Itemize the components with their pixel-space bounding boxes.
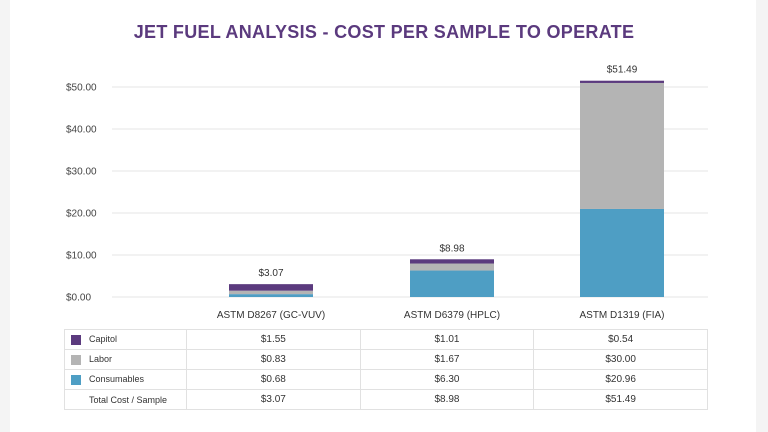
legend-label: Capitol [89,334,118,345]
y-tick-label: $20.00 [66,209,97,220]
bar-segment-consumables [229,294,313,297]
legend-swatch [71,374,81,385]
x-category-label: ASTM D1319 (FIA) [579,310,664,321]
total-data-label: $51.49 [607,65,638,76]
legend-cell: Consumables [63,369,188,390]
bar-segment-capitol [410,259,494,264]
table-cell: $0.68 [186,369,361,390]
legend-label: Labor [89,354,113,365]
table-cell: $0.54 [533,329,708,350]
y-tick-label: $40.00 [66,125,97,136]
legend-swatch [71,354,81,365]
x-category-label: ASTM D8267 (GC-VUV) [217,310,325,321]
legend-cell: Labor [63,349,188,370]
table-row: Consumables $0.68 $6.30 $20.96 [63,369,708,390]
total-label: Total Cost / Sample [89,394,168,405]
table-cell: $6.30 [359,369,535,390]
bar-segment-labor [229,290,313,295]
table-row-total: Total Cost / Sample $3.07 $8.98 $51.49 [63,389,708,410]
table-cell: $30.00 [533,349,708,370]
data-table: Capitol $1.55 $1.01 $0.54 Labor $0.83 $1.67 $30… [63,329,708,410]
y-tick-label: $50.00 [66,83,97,94]
bar-segment-consumables [580,208,664,297]
table-cell: $20.96 [533,369,708,390]
legend-cell: Total Cost / Sample [63,389,188,410]
bar-segment-capitol [229,284,313,291]
chart-plot: $0.00 $10.00 $20.00 $30.00 $40.00 $50.00 $3.07… [66,65,708,321]
legend-label: Consumables [89,374,145,385]
table-cell: $0.83 [186,349,361,370]
bar-segment-consumables [410,270,494,297]
table-cell: $3.07 [186,389,361,410]
bar-segment-capitol [580,80,664,83]
chart-title: JET FUEL ANALYSIS - COST PER SAMPLE TO O… [133,22,635,42]
y-tick-label: $10.00 [66,251,97,262]
table-cell: $1.01 [359,329,535,350]
x-category-label: ASTM D6379 (HPLC) [404,310,500,321]
y-tick-label: $30.00 [66,167,97,178]
table-row: Capitol $1.55 $1.01 $0.54 [63,329,708,350]
bar-segment-labor [410,263,494,271]
table-cell: $51.49 [533,389,708,410]
table-cell: $1.55 [186,329,361,350]
legend-cell: Capitol [63,329,188,350]
table-cell: $1.67 [359,349,535,370]
total-data-label: $3.07 [258,268,283,279]
table-row: Labor $0.83 $1.67 $30.00 [63,349,708,370]
table-cell: $8.98 [359,389,535,410]
y-tick-label: $0.00 [66,293,91,304]
total-data-label: $8.98 [439,243,464,254]
legend-swatch [71,334,81,345]
bar-segment-labor [580,82,664,209]
